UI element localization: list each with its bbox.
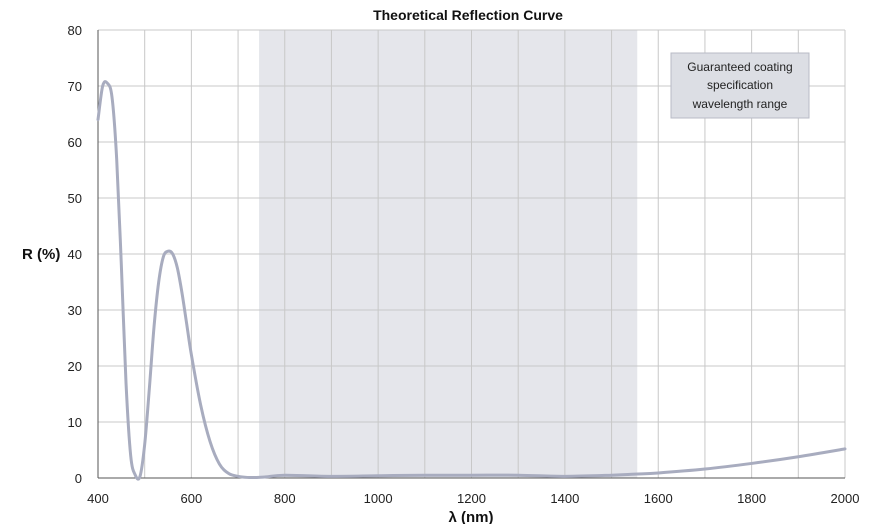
x-tick-label: 1400 <box>550 491 579 506</box>
y-tick-label: 20 <box>68 359 82 374</box>
x-tick-label: 1600 <box>644 491 673 506</box>
x-tick-label: 1000 <box>364 491 393 506</box>
grid-layer <box>97 29 846 479</box>
y-tick-label: 50 <box>68 191 82 206</box>
legend-text-line-2: specification <box>707 78 773 92</box>
y-tick-label: 0 <box>75 471 82 486</box>
x-tick-label: 2000 <box>831 491 860 506</box>
legend-text-line-1: Guaranteed coating <box>687 60 792 74</box>
tick-label-layer: 400 600 800 1000 1200 1400 1600 1800 2000 0 10 20 30… <box>68 23 860 506</box>
y-tick-label: 60 <box>68 135 82 150</box>
legend-text-line-3: wavelength range <box>692 97 788 111</box>
y-tick-label: 80 <box>68 23 82 38</box>
legend-box <box>670 52 810 119</box>
y-tick-label: 70 <box>68 79 82 94</box>
y-tick-label: 40 <box>68 247 82 262</box>
y-axis-label: R (%) <box>22 246 60 263</box>
x-axis-label: λ (nm) <box>449 509 494 524</box>
x-tick-label: 400 <box>87 491 109 506</box>
reflection-curve <box>96 80 847 481</box>
curve-layer <box>96 80 847 481</box>
y-tick-label: 10 <box>68 415 82 430</box>
chart-title: Theoretical Reflection Curve <box>373 7 563 23</box>
y-tick-label: 30 <box>68 303 82 318</box>
x-tick-label: 800 <box>274 491 296 506</box>
x-tick-label: 1200 <box>457 491 486 506</box>
axis-layer <box>97 30 845 479</box>
x-tick-label: 600 <box>181 491 203 506</box>
x-tick-label: 1800 <box>737 491 766 506</box>
